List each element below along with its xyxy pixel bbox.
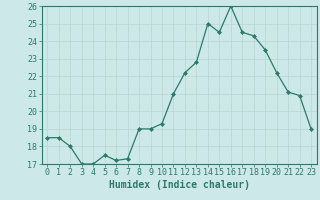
X-axis label: Humidex (Indice chaleur): Humidex (Indice chaleur) [109,180,250,190]
